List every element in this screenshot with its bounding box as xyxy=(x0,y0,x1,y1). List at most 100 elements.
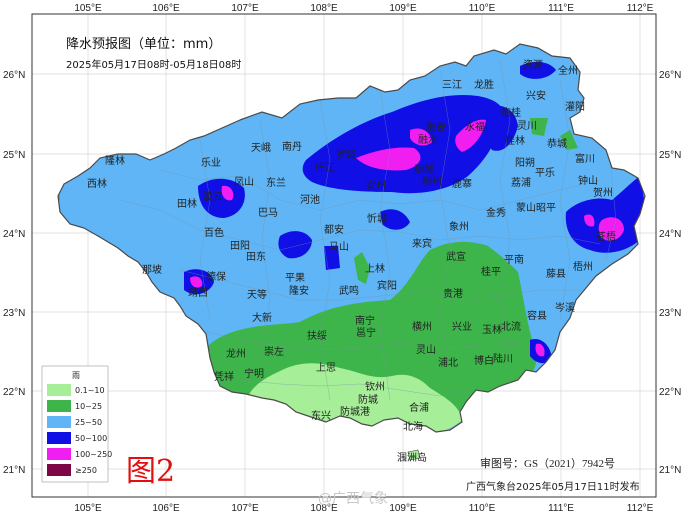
city-label: 北海 xyxy=(403,420,423,433)
city-label: 荔浦 xyxy=(511,176,531,189)
lat-label-left: 25°N xyxy=(3,150,25,161)
city-label: 平乐 xyxy=(535,167,555,179)
forecast-period: 2025年05月17日08时-05月18日08时 xyxy=(66,58,241,71)
city-label: 隆林 xyxy=(105,154,125,167)
publisher-note: 广西气象台2025年05月17日11时发布 xyxy=(466,480,640,493)
city-label: 东兰 xyxy=(266,176,286,189)
city-label: 临桂 xyxy=(501,106,521,119)
rain-100-250-area xyxy=(584,214,595,227)
lon-label-bottom: 109°E xyxy=(389,503,417,514)
city-label: 宜州 xyxy=(366,179,386,192)
lon-label-top: 109°E xyxy=(389,3,417,14)
lat-label-right: 24°N xyxy=(659,229,681,240)
lon-label-top: 110°E xyxy=(469,3,496,14)
lon-label-bottom: 107°E xyxy=(231,503,259,514)
rain-100-250-area xyxy=(535,343,545,357)
city-label: 贺州 xyxy=(593,187,613,199)
city-label: 全州 xyxy=(558,64,578,77)
city-label: 贵港 xyxy=(443,287,463,300)
city-label: 柳州 xyxy=(422,175,442,188)
city-label: 崇左 xyxy=(264,345,284,358)
city-label: 灌阳 xyxy=(565,101,585,113)
city-label: 融水 xyxy=(418,134,438,146)
rain-10-25-area xyxy=(530,118,548,136)
city-label: 梧州 xyxy=(573,260,593,273)
lon-label-top: 112°E xyxy=(627,3,654,14)
city-label: 合浦 xyxy=(409,401,429,414)
rain-10-25-area xyxy=(354,252,370,284)
city-label: 岑溪 xyxy=(555,302,575,314)
rain-50-100-area xyxy=(302,94,504,194)
city-label: 巴马 xyxy=(258,207,278,219)
rain-50-100-area xyxy=(198,178,245,218)
city-label: 防城 xyxy=(358,393,378,406)
city-label: 忻城 xyxy=(367,212,387,225)
city-label: 宁明 xyxy=(244,367,264,380)
lat-label-left: 22°N xyxy=(3,387,25,398)
city-label: 钟山 xyxy=(578,174,598,187)
city-label: 平南 xyxy=(504,253,524,266)
city-label: 靖西 xyxy=(188,286,208,299)
lon-label-bottom: 105°E xyxy=(74,503,102,514)
city-label: 恭城 xyxy=(547,138,567,150)
city-label: 田林 xyxy=(177,197,197,210)
lon-label-bottom: 110°E xyxy=(469,503,496,514)
city-label: 河池 xyxy=(300,193,320,206)
lon-label-bottom: 106°E xyxy=(152,503,180,514)
city-label: 蒙山 xyxy=(516,201,536,214)
legend-label: 100~250 xyxy=(75,450,112,459)
lon-label-top: 111°E xyxy=(548,3,574,14)
legend-label: 10~25 xyxy=(75,402,102,411)
city-label: 武宣 xyxy=(446,250,466,263)
city-label: 防城港 xyxy=(340,405,370,418)
rain-100-250-area xyxy=(221,185,234,201)
city-label: 武鸣 xyxy=(339,284,359,297)
city-label: 都安 xyxy=(324,223,344,236)
weizhou-island xyxy=(407,449,421,461)
city-label: 资源 xyxy=(523,58,543,71)
lat-label-right: 21°N xyxy=(659,465,681,476)
city-label: 龙州 xyxy=(226,347,246,360)
city-label: 苍梧 xyxy=(596,230,616,243)
city-label: 凤山 xyxy=(234,176,254,188)
legend-swatch xyxy=(47,464,71,476)
city-label: 上林 xyxy=(365,262,385,275)
city-label: 马山 xyxy=(329,241,349,253)
map-title: 降水预报图（单位：mm） xyxy=(66,37,221,52)
city-label: 北流 xyxy=(501,320,521,333)
city-label: 德保 xyxy=(206,270,226,283)
city-label: 藤县 xyxy=(546,268,566,280)
legend-swatch xyxy=(47,416,71,428)
lon-label-bottom: 112°E xyxy=(627,503,654,514)
city-label: 龙胜 xyxy=(474,78,494,91)
legend: 雨 0.1~10 10~25 25~50 50~100 100~250 ≥250 xyxy=(41,365,112,483)
rain-50-100-area xyxy=(565,176,645,253)
city-label: 上思 xyxy=(316,362,336,374)
city-label: 来宾 xyxy=(412,237,432,250)
legend-items: 0.1~10 10~25 25~50 50~100 100~250 ≥250 xyxy=(47,384,112,476)
lon-label-top: 105°E xyxy=(74,3,102,14)
city-label: 田阳 xyxy=(230,240,250,252)
city-label: 陆川 xyxy=(493,352,513,365)
city-label: 浦北 xyxy=(438,356,458,369)
city-label: 阳朔 xyxy=(515,156,535,169)
rain-50-100-area xyxy=(278,231,312,259)
precipitation-field xyxy=(58,44,645,432)
axis-labels: 105°E 106°E 107°E 108°E 109°E 110°E 111°… xyxy=(3,3,681,514)
legend-title: 雨 xyxy=(72,371,80,380)
legend-label: ≥250 xyxy=(75,466,97,475)
city-label: 环江 xyxy=(315,162,335,174)
map-frame xyxy=(31,13,657,498)
city-label: 宾阳 xyxy=(377,279,397,292)
city-label: 博白 xyxy=(474,354,494,367)
lat-label-right: 26°N xyxy=(659,70,681,81)
city-label: 三江 xyxy=(442,79,462,91)
county-boundaries xyxy=(119,59,617,401)
city-label: 灵川 xyxy=(517,120,537,132)
approval-number: 审图号：GS（2021）7942号 xyxy=(480,456,615,470)
city-label: 田东 xyxy=(246,250,266,263)
city-label: 金秀 xyxy=(486,206,506,219)
